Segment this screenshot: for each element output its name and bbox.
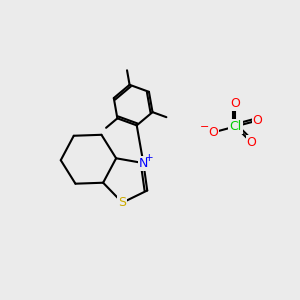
Text: O: O [208, 126, 218, 139]
Text: O: O [230, 97, 240, 110]
Text: O: O [253, 114, 262, 127]
Text: S: S [118, 196, 126, 209]
Text: +: + [145, 153, 154, 163]
Text: N: N [139, 157, 148, 169]
Text: Cl: Cl [229, 120, 242, 133]
Text: O: O [247, 136, 256, 149]
Text: −: − [200, 122, 209, 132]
